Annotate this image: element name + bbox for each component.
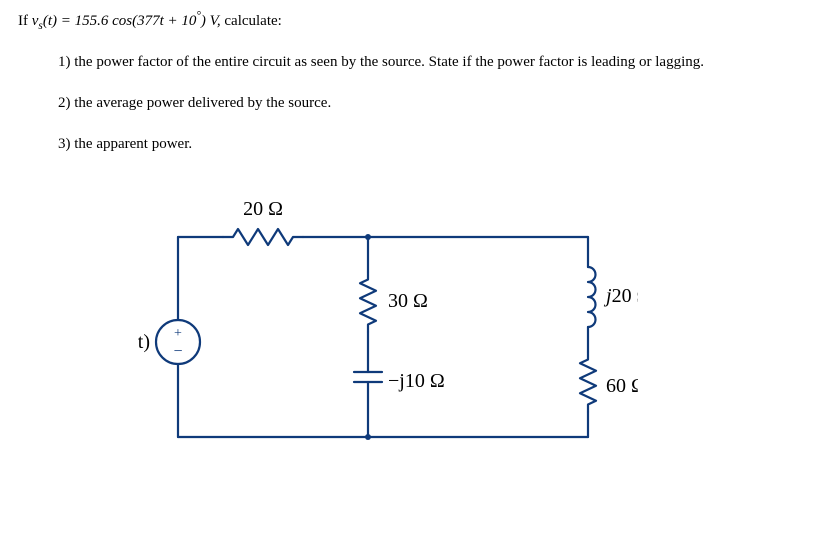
prompt-equation: vs(t) = 155.6 cos(377t + 10°) V, (32, 13, 225, 29)
question-2: 2) the average power delivered by the so… (58, 95, 820, 112)
svg-text:30 Ω: 30 Ω (388, 290, 428, 312)
question-3: 3) the apparent power. (58, 136, 820, 153)
question-1: 1) the power factor of the entire circui… (58, 54, 820, 71)
prompt-line: If vs(t) = 155.6 cos(377t + 10°) V, calc… (18, 10, 820, 32)
svg-text:60 Ω: 60 Ω (606, 375, 638, 397)
svg-text:+: + (174, 326, 182, 341)
prompt-suffix: calculate: (224, 13, 281, 29)
svg-text:−: − (173, 343, 182, 360)
circuit-diagram: + − 20 Ω 30 Ω −j10 Ω j20 Ω 60 Ω vs(t) (138, 177, 638, 477)
question-list: 1) the power factor of the entire circui… (58, 54, 820, 153)
svg-text:vs(t): vs(t) (138, 331, 150, 355)
prompt-prefix: If (18, 13, 32, 29)
svg-text:−j10 Ω: −j10 Ω (388, 370, 445, 392)
svg-text:20 Ω: 20 Ω (243, 198, 283, 220)
svg-text:j20 Ω: j20 Ω (603, 285, 638, 307)
